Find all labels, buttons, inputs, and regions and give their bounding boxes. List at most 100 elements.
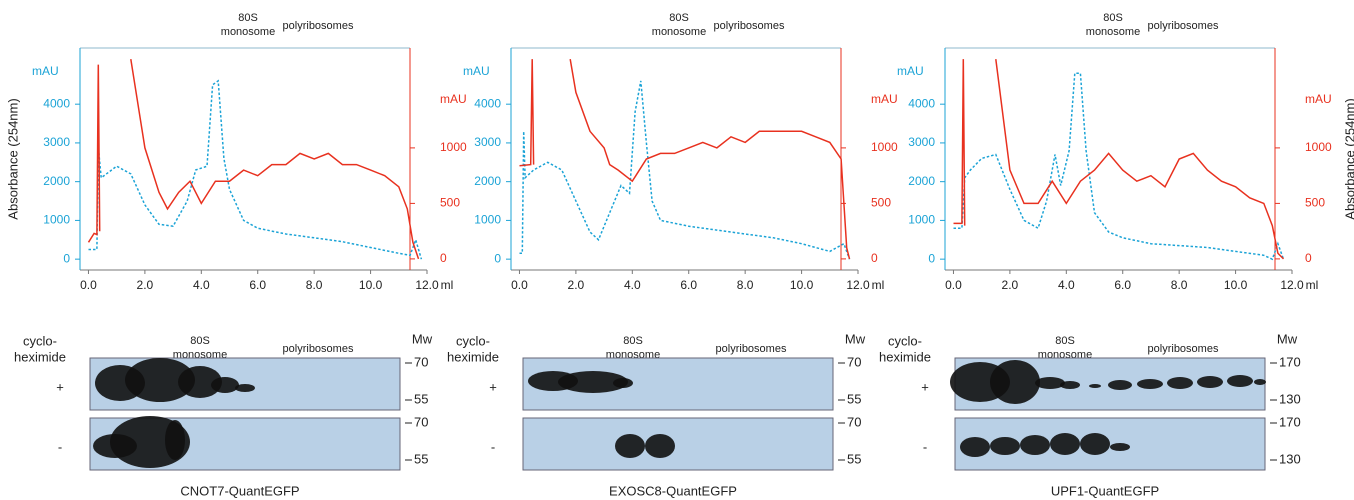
profile-line xyxy=(520,59,850,259)
annotation: polyribosomes xyxy=(716,343,787,355)
y2-tick-label: 500 xyxy=(871,196,891,210)
annotation: polyribosomes xyxy=(283,20,354,32)
blot-band xyxy=(990,360,1040,404)
annotation: polyribosomes xyxy=(1148,343,1219,355)
blot-band xyxy=(1227,375,1253,387)
mw-label: 130 xyxy=(1279,451,1301,466)
x-tick-label: 2.0 xyxy=(568,278,585,292)
y-tick-label: 3000 xyxy=(908,135,935,149)
y-tick-label: 3000 xyxy=(474,135,501,149)
mw-label: 170 xyxy=(1279,414,1301,429)
mw-label: 70 xyxy=(847,414,861,429)
blot-band xyxy=(211,377,239,393)
x-tick-label: 0.0 xyxy=(80,278,97,292)
treatment-label: cyclo- xyxy=(23,333,57,348)
row-label: + xyxy=(489,379,497,394)
blot-band xyxy=(1254,379,1266,385)
x-tick-label: 12.0 xyxy=(1280,278,1304,292)
x-tick-label: 4.0 xyxy=(193,278,210,292)
annotation: 80S xyxy=(190,335,210,347)
y2-axis-label: mAU xyxy=(1305,92,1332,106)
x-tick-label: 6.0 xyxy=(680,278,697,292)
x-tick-label: 10.0 xyxy=(359,278,383,292)
x-tick-label: 8.0 xyxy=(306,278,323,292)
mw-label: 55 xyxy=(847,391,861,406)
y-tick-label: 4000 xyxy=(474,96,501,110)
profile-line xyxy=(520,81,850,259)
caption: UPF1-QuantEGFP xyxy=(1051,483,1159,498)
axis-title: Absorbance (254nm) xyxy=(1342,98,1354,219)
blot-panel xyxy=(523,418,833,470)
annotation: 80S xyxy=(1103,12,1123,24)
blot-band xyxy=(235,384,255,392)
x-tick-label: 2.0 xyxy=(137,278,154,292)
treatment-label: heximide xyxy=(14,349,66,364)
y-tick-label: 2000 xyxy=(908,174,935,188)
blot-band xyxy=(1080,433,1110,455)
x-tick-label: 8.0 xyxy=(1171,278,1188,292)
x-tick-label: 6.0 xyxy=(1114,278,1131,292)
y-tick-label: 0 xyxy=(63,251,70,265)
blot-band xyxy=(990,437,1020,455)
caption: CNOT7-QuantEGFP xyxy=(180,483,299,498)
blot-band xyxy=(1089,384,1101,388)
y-tick-label: 1000 xyxy=(908,213,935,227)
x-tick-label: 4.0 xyxy=(1058,278,1075,292)
row-label: + xyxy=(921,379,929,394)
annotation: monosome xyxy=(221,26,275,38)
y2-tick-label: 0 xyxy=(1305,251,1312,265)
mw-title: Mw xyxy=(845,331,866,346)
y-tick-label: 1000 xyxy=(474,213,501,227)
profile-line xyxy=(954,59,1284,259)
annotation: 80S xyxy=(1055,335,1075,347)
row-label: - xyxy=(491,439,495,454)
x-tick-label: 0.0 xyxy=(945,278,962,292)
x-tick-label: 8.0 xyxy=(737,278,754,292)
y2-tick-label: 0 xyxy=(871,251,878,265)
figure: 0.02.04.06.08.010.012.0ml010002000300040… xyxy=(0,0,1354,500)
row-label: - xyxy=(923,439,927,454)
mw-label: 130 xyxy=(1279,391,1301,406)
y-tick-label: 3000 xyxy=(43,135,70,149)
x-tick-label: 12.0 xyxy=(415,278,439,292)
y-tick-label: 2000 xyxy=(474,174,501,188)
mw-label: 70 xyxy=(414,354,428,369)
caption: EXOSC8-QuantEGFP xyxy=(609,483,737,498)
blot-band xyxy=(1020,435,1050,455)
blot-band xyxy=(1035,377,1065,389)
treatment-label: cyclo- xyxy=(456,333,490,348)
blot-band xyxy=(615,434,645,458)
y2-tick-label: 500 xyxy=(1305,196,1325,210)
x-tick-label: 2.0 xyxy=(1002,278,1019,292)
y2-tick-label: 1000 xyxy=(440,140,467,154)
x-axis-label: ml xyxy=(441,278,454,292)
x-axis-label: ml xyxy=(1306,278,1319,292)
blot-band xyxy=(1108,380,1132,390)
blot-band xyxy=(1050,433,1080,455)
blot-band xyxy=(613,378,633,388)
y-axis-label: mAU xyxy=(463,64,490,78)
annotation: polyribosomes xyxy=(283,343,354,355)
axis-title: Absorbance (254nm) xyxy=(5,98,20,219)
x-tick-label: 10.0 xyxy=(790,278,814,292)
mw-label: 55 xyxy=(414,451,428,466)
y-tick-label: 1000 xyxy=(43,213,70,227)
y-tick-label: 2000 xyxy=(43,174,70,188)
mw-label: 55 xyxy=(414,391,428,406)
y-axis-label: mAU xyxy=(897,64,924,78)
mw-label: 70 xyxy=(414,414,428,429)
blot-band xyxy=(1060,381,1080,389)
treatment-label: heximide xyxy=(447,349,499,364)
annotation: 80S xyxy=(623,335,643,347)
mw-label: 55 xyxy=(847,451,861,466)
treatment-label: cyclo- xyxy=(888,333,922,348)
x-tick-label: 6.0 xyxy=(249,278,266,292)
y2-axis-label: mAU xyxy=(440,92,467,106)
mw-title: Mw xyxy=(412,331,433,346)
profile-line xyxy=(89,59,419,259)
mw-title: Mw xyxy=(1277,331,1298,346)
annotation: polyribosomes xyxy=(1148,20,1219,32)
blot-band xyxy=(1137,379,1163,389)
x-tick-label: 4.0 xyxy=(624,278,641,292)
y-tick-label: 4000 xyxy=(43,96,70,110)
